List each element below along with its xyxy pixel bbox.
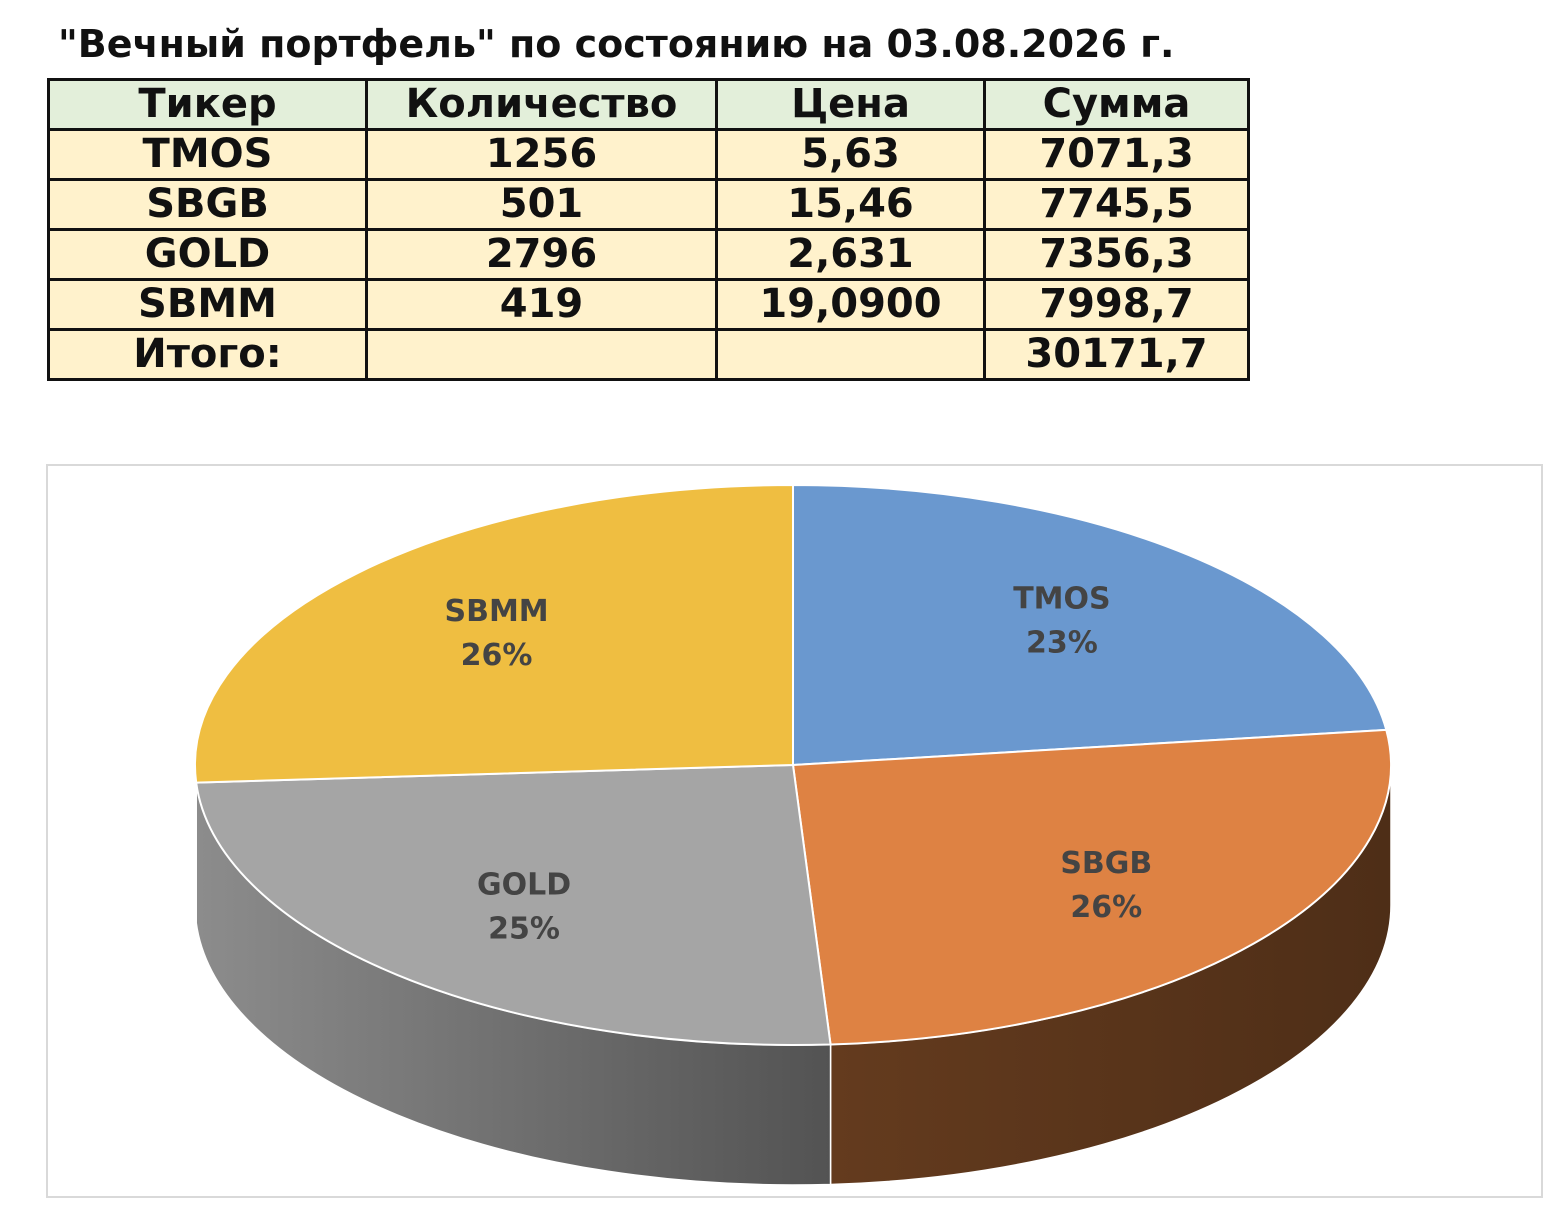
cell: 501 [365, 178, 718, 231]
cell: GOLD [47, 228, 368, 281]
cell: 5,63 [715, 128, 986, 181]
slice-value-label: 26% [461, 638, 533, 673]
cell: 7071,3 [983, 128, 1250, 181]
cell: 7356,3 [983, 228, 1250, 281]
cell: Итого: [47, 328, 368, 381]
header-cell: Количество [365, 78, 718, 131]
row: SBGB 501 15,46 7745,5 [47, 178, 1250, 231]
header-cell: Сумма [983, 78, 1250, 131]
cell: 419 [365, 278, 718, 331]
slice-value-label: 23% [1026, 626, 1098, 661]
slice-value-label: 26% [1070, 890, 1142, 925]
cell: 19,0900 [715, 278, 986, 331]
pie-slice [195, 763, 832, 1047]
pie-slice-side [194, 764, 197, 923]
row: TMOS 1256 5,63 7071,3 [47, 128, 1250, 181]
cell: 30171,7 [983, 328, 1250, 381]
cell: 15,46 [715, 178, 986, 231]
chart-frame [46, 464, 1543, 1198]
pie-slice [194, 483, 794, 784]
cell: SBMM [47, 278, 368, 331]
row: GOLD 2796 2,631 7356,3 [47, 228, 1250, 281]
cell: 7998,7 [983, 278, 1250, 331]
slice-label: TMOS [1013, 582, 1110, 617]
header-cell: Тикер [47, 78, 368, 131]
slice-label: GOLD [477, 867, 571, 902]
pie-slice [791, 728, 1392, 1046]
slice-value-label: 25% [488, 911, 560, 946]
portfolio-table: Тикер Количество Цена Сумма TMOS 1256 5,63… [47, 78, 1250, 381]
pie-slice [792, 483, 1388, 767]
title: "Вечный портфель" по состоянию на 03.08.… [58, 22, 1175, 66]
total-row: Итого: 30171,7 [47, 328, 1250, 381]
slice-label: SBMM [444, 594, 548, 629]
header-cell: Цена [715, 78, 986, 131]
cell: 2,631 [715, 228, 986, 281]
row: SBMM 419 19,0900 7998,7 [47, 278, 1250, 331]
cell: TMOS [47, 128, 368, 181]
cell [715, 328, 986, 381]
cell: 7745,5 [983, 178, 1250, 231]
cell: 1256 [365, 128, 718, 181]
cell: 2796 [365, 228, 718, 281]
header-row: Тикер Количество Цена Сумма [47, 78, 1250, 131]
slice-label: SBGB [1060, 846, 1152, 881]
cell [365, 328, 718, 381]
cell: SBGB [47, 178, 368, 231]
